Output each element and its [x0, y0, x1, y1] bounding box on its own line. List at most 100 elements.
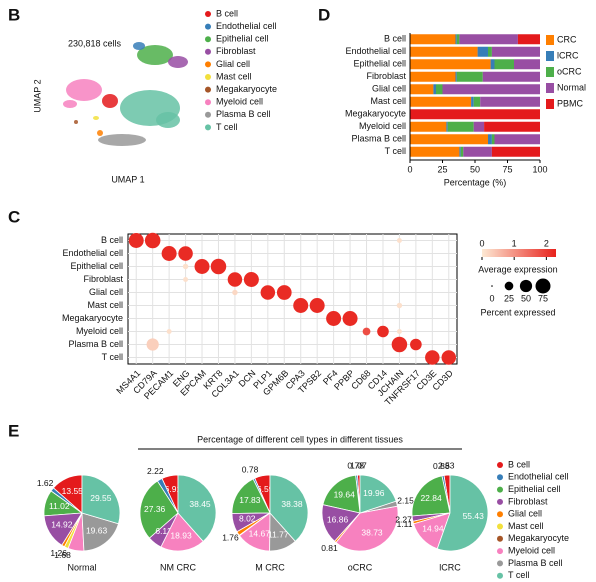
- cluster: [93, 116, 99, 120]
- slice-label: 2.15: [397, 496, 414, 506]
- slice-label: 55.43: [463, 511, 485, 521]
- y-tick-label: Plasma B cell: [68, 339, 123, 349]
- bar-segment: [456, 71, 483, 82]
- dot: [377, 325, 389, 338]
- pie-label: Normal: [67, 562, 96, 572]
- dot: [441, 350, 457, 365]
- pie-label: lCRC: [439, 562, 461, 572]
- bar-segment: [459, 146, 461, 157]
- slice-label: 19.64: [334, 490, 356, 500]
- panel-letter: E: [8, 421, 19, 440]
- bar-segment: [442, 84, 540, 95]
- y-tick-label: Plasma B cell: [351, 134, 406, 144]
- dot: [309, 298, 325, 313]
- slice-label: 6.91: [165, 484, 182, 494]
- dot: [425, 350, 440, 365]
- y-tick-label: Myeloid cell: [76, 326, 123, 336]
- bar-segment: [436, 84, 443, 95]
- cluster: [102, 94, 118, 108]
- y-tick-label: Mast cell: [370, 96, 406, 106]
- dot: [391, 336, 408, 353]
- slice-label: 27.36: [144, 504, 166, 514]
- dot: [342, 311, 358, 326]
- slice-label: 8.02: [239, 513, 256, 523]
- slice-label: 17.83: [239, 495, 261, 505]
- y-tick-label: Epithelial cell: [70, 261, 123, 271]
- legend-label: lCRC: [557, 50, 579, 60]
- legend-tick-label: 50: [521, 293, 531, 303]
- bar-segment: [456, 34, 460, 45]
- legend-swatch: [546, 35, 554, 45]
- dot: [178, 246, 193, 261]
- slice-label: 1.76: [222, 533, 239, 543]
- slice-label: 1.68: [54, 550, 71, 560]
- y-axis-label: UMAP 2: [32, 79, 42, 112]
- bar-segment: [455, 71, 457, 82]
- bar-segment: [433, 84, 436, 95]
- slice-label: 38.38: [281, 499, 303, 509]
- legend-label: Mast cell: [508, 521, 544, 531]
- dot: [326, 311, 342, 326]
- legend-label: Myeloid cell: [508, 545, 555, 555]
- bar-segment: [517, 34, 540, 45]
- bar-segment: [484, 121, 540, 132]
- pie-slice: [359, 474, 397, 514]
- dot: [183, 277, 189, 282]
- dot: [293, 298, 309, 313]
- legend-label: Mast cell: [216, 71, 252, 81]
- slice-label: 2.22: [147, 466, 164, 476]
- y-tick-label: B cell: [101, 235, 123, 245]
- dot: [210, 258, 227, 275]
- legend-label: Epithelial cell: [216, 34, 269, 44]
- dot: [194, 259, 210, 274]
- dot: [260, 285, 276, 300]
- bar-segment: [410, 146, 460, 157]
- bar-segment: [410, 59, 491, 70]
- legend-swatch: [546, 99, 554, 109]
- bar-segment: [410, 134, 488, 145]
- legend-swatch: [205, 124, 211, 131]
- legend-swatch: [497, 535, 503, 542]
- legend-swatch: [497, 498, 503, 505]
- bar-segment: [447, 121, 474, 132]
- x-axis-label: UMAP 1: [111, 174, 144, 184]
- y-tick-label: Megakaryocyte: [345, 109, 406, 119]
- bar-segment: [514, 59, 540, 70]
- legend-label: CRC: [557, 34, 577, 44]
- legend-dot: [519, 279, 533, 293]
- panel-letter: C: [8, 207, 20, 226]
- y-tick-label: Mast cell: [87, 300, 123, 310]
- dot: [410, 338, 422, 351]
- slice-label: 1.62: [37, 478, 54, 488]
- x-tick-label: 75: [502, 164, 512, 174]
- legend-swatch: [497, 523, 503, 530]
- slice-label: 0.78: [242, 465, 259, 475]
- dot: [227, 272, 243, 287]
- legend-swatch: [546, 83, 554, 93]
- bar-segment: [494, 134, 540, 145]
- legend-label: B cell: [216, 8, 238, 18]
- y-tick-label: Fibroblast: [83, 274, 123, 284]
- dot: [182, 263, 189, 270]
- legend-tick-label: 2: [544, 238, 549, 248]
- panel-letter: B: [8, 5, 20, 24]
- panel-letter: D: [318, 5, 330, 24]
- cluster: [156, 112, 180, 128]
- x-axis-label: Percentage (%): [444, 177, 507, 187]
- bar-segment: [488, 46, 492, 57]
- colorbar: [482, 249, 556, 257]
- dot: [144, 232, 161, 249]
- slice-label: 1.07: [350, 460, 367, 470]
- plot-frame: [127, 233, 458, 365]
- slice-label: 16.86: [327, 514, 349, 524]
- pie-label: M CRC: [255, 562, 285, 572]
- legend-swatch: [205, 61, 211, 68]
- cluster: [133, 42, 145, 50]
- x-tick-label: 100: [532, 164, 547, 174]
- y-tick-label: Megakaryocyte: [62, 313, 123, 323]
- legend-swatch: [205, 48, 211, 55]
- pie-slice: [411, 475, 451, 517]
- dot: [166, 329, 172, 334]
- slice-label: 2.53: [438, 460, 455, 470]
